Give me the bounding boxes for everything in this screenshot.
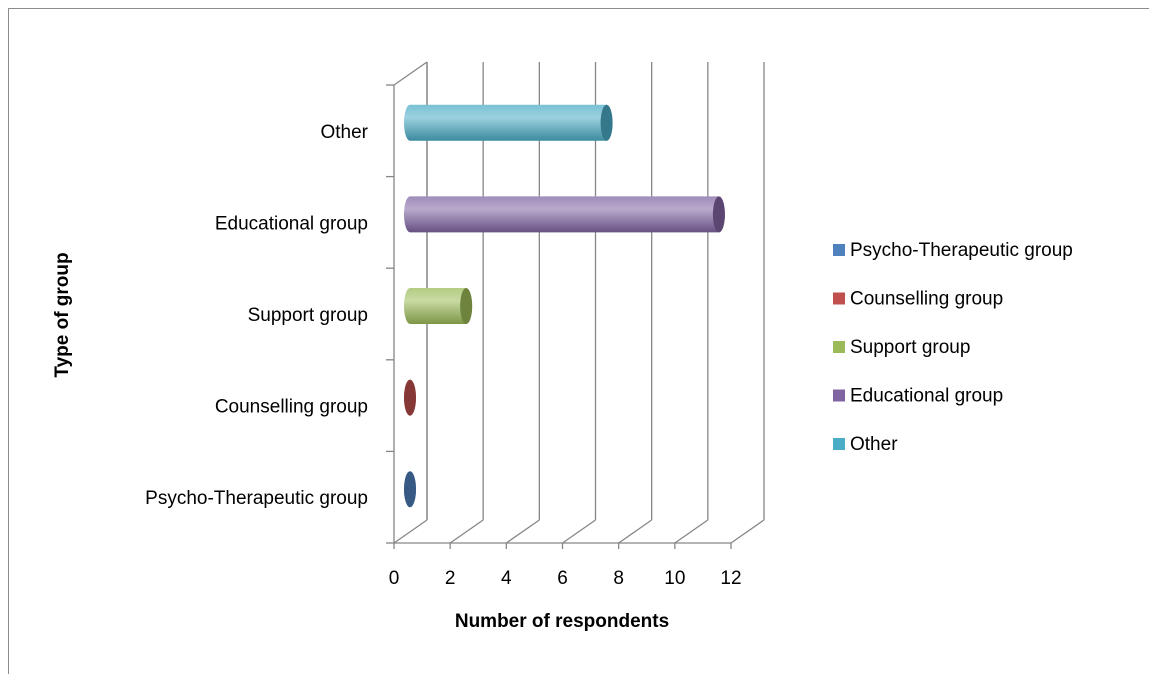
x-tick-label: 6 <box>557 568 568 589</box>
bar-cap <box>460 288 473 324</box>
bar <box>404 196 725 233</box>
legend-swatch <box>833 438 845 450</box>
floor-line <box>562 519 596 544</box>
x-tick-label: 12 <box>720 568 741 589</box>
bar <box>404 288 473 324</box>
y-tick-label: Psycho-Therapeutic group <box>145 488 368 509</box>
bar-cap <box>712 196 725 233</box>
floor-line <box>674 519 709 544</box>
legend-swatch <box>833 341 845 353</box>
bar <box>404 471 416 508</box>
y-tick-label: Other <box>320 122 368 143</box>
bar-body <box>404 288 473 324</box>
floor-line <box>449 519 484 544</box>
y-axis-title: Type of group <box>52 252 73 377</box>
bar-cap <box>404 379 416 416</box>
legend-label: Counselling group <box>850 289 1003 310</box>
y-tick-label: Support group <box>248 305 368 326</box>
floor-line <box>505 519 540 544</box>
x-tick-label: 0 <box>389 568 400 589</box>
x-tick-label: 10 <box>664 568 685 589</box>
legend-swatch <box>833 389 845 402</box>
bar-body <box>404 104 613 141</box>
legend-label: Educational group <box>850 386 1003 407</box>
axis-line <box>393 61 428 86</box>
legend-label: Support group <box>850 337 970 358</box>
legend-label: Psycho-Therapeutic group <box>850 240 1073 261</box>
floor-line <box>730 519 765 544</box>
y-tick-label: Counselling group <box>215 397 368 418</box>
legend-swatch <box>833 244 845 256</box>
y-tick-label: Educational group <box>215 213 368 234</box>
x-axis-title: Number of respondents <box>455 611 669 632</box>
floor-line <box>618 519 653 544</box>
x-tick-label: 2 <box>445 568 456 589</box>
bar <box>404 104 613 141</box>
floor-line <box>393 519 428 544</box>
x-tick-label: 4 <box>501 568 512 589</box>
bar <box>404 379 416 416</box>
legend-label: Other <box>850 434 898 455</box>
x-tick-label: 8 <box>613 568 624 589</box>
bar-body <box>404 196 725 233</box>
bar-cap <box>600 104 613 141</box>
legend-swatch <box>833 292 845 305</box>
bar-cap <box>404 471 416 508</box>
